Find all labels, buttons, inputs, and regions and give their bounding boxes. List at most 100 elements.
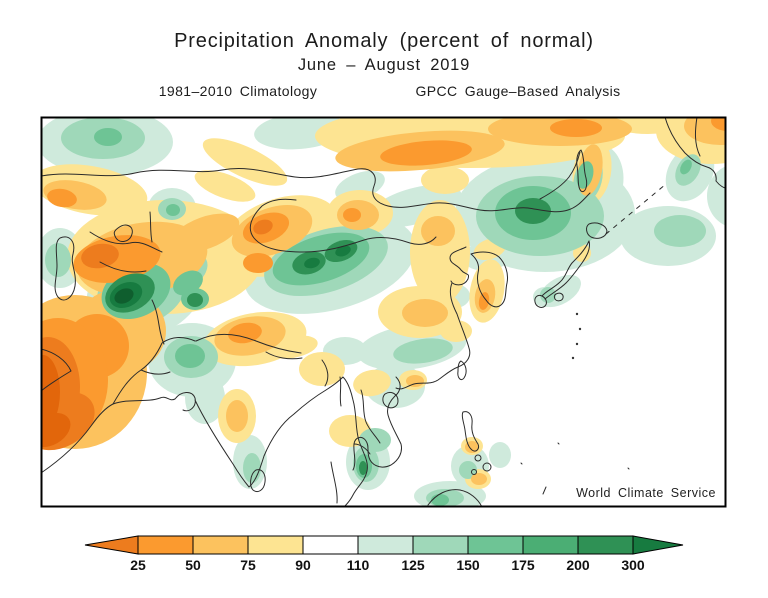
colorbar-tick-label: 110 bbox=[347, 557, 370, 573]
anomaly-blob bbox=[353, 369, 391, 397]
colorbar-tick-label: 50 bbox=[185, 557, 201, 573]
indochina-coast bbox=[352, 376, 402, 471]
anomaly-blob bbox=[81, 243, 119, 269]
anomaly-blob bbox=[94, 128, 122, 146]
luzon-island bbox=[461, 411, 479, 452]
colorbar-segment bbox=[302, 535, 359, 555]
okhotsk-kamchatka-coast bbox=[539, 118, 725, 200]
anomaly-blob bbox=[421, 166, 469, 194]
colorbar-segment bbox=[137, 535, 194, 555]
anomaly-blob bbox=[166, 204, 180, 216]
kuril-islands bbox=[605, 183, 667, 235]
anomaly-blob bbox=[711, 118, 725, 131]
arabia-oman-coast bbox=[42, 403, 114, 473]
anomaly-blob bbox=[335, 245, 351, 257]
anomaly-blob bbox=[471, 473, 487, 485]
colorbar-left-arrow bbox=[84, 535, 139, 555]
anomaly-blob bbox=[431, 494, 449, 506]
anomaly-blob bbox=[243, 453, 261, 483]
sumatra-hint bbox=[330, 461, 338, 504]
anomaly-blob bbox=[243, 253, 273, 273]
map-frame bbox=[40, 116, 727, 508]
anomaly-blob bbox=[393, 338, 453, 364]
anomaly-blob bbox=[253, 219, 273, 235]
borneo-coast bbox=[427, 489, 483, 506]
anomaly-blob bbox=[42, 412, 71, 448]
colorbar-tick-label: 90 bbox=[295, 557, 311, 573]
anomaly-blob bbox=[680, 159, 692, 175]
ryukyu-islands bbox=[571, 312, 582, 360]
analysis-source-label: GPCC Gauge–Based Analysis bbox=[415, 83, 621, 99]
anomaly-blob bbox=[402, 299, 448, 327]
anomaly-blob bbox=[489, 442, 511, 468]
colorbar: 25 50 75 90 110 125 150 175 200 300 bbox=[84, 535, 684, 573]
anomaly-blob bbox=[202, 138, 288, 186]
indochina-borders bbox=[353, 389, 381, 455]
anomaly-blob bbox=[465, 441, 479, 453]
colorbar-segment bbox=[247, 535, 304, 555]
anomaly-blob bbox=[185, 372, 225, 424]
honshu bbox=[541, 240, 590, 300]
colorbar-segment bbox=[577, 535, 634, 555]
anomaly-blob bbox=[175, 344, 205, 368]
india-north-border bbox=[195, 333, 342, 407]
minor-island-marks bbox=[520, 442, 630, 495]
anomaly-blob bbox=[406, 375, 424, 387]
anomaly-blob bbox=[707, 166, 725, 226]
palawan-island bbox=[471, 469, 477, 475]
mindanao-island bbox=[482, 462, 492, 472]
kyushu bbox=[534, 294, 547, 308]
south-asia-coast bbox=[112, 376, 368, 506]
anomaly-blob bbox=[478, 292, 490, 310]
anomaly-blob bbox=[550, 119, 602, 137]
climatology-label: 1981–2010 Climatology bbox=[158, 83, 318, 99]
hainan-island bbox=[382, 391, 399, 409]
anomaly-blob bbox=[226, 400, 248, 432]
korea-peninsula bbox=[470, 251, 508, 308]
colorbar-segment bbox=[192, 535, 249, 555]
colorbar-tick-label: 150 bbox=[456, 557, 480, 573]
colorbar-segment bbox=[357, 535, 414, 555]
anomaly-blob bbox=[380, 140, 472, 166]
colorbar-right-arrow bbox=[632, 535, 684, 555]
caspian-sea bbox=[54, 236, 76, 301]
anomaly-blob bbox=[654, 215, 706, 247]
anomaly-blob bbox=[359, 428, 391, 452]
hokkaido bbox=[586, 222, 608, 239]
sakhalin bbox=[576, 149, 588, 193]
anomaly-contour-layer bbox=[42, 118, 725, 506]
colorbar-tick-label: 25 bbox=[130, 557, 146, 573]
anomaly-blob bbox=[299, 352, 345, 386]
anomaly-blob bbox=[304, 257, 320, 269]
page-title: Precipitation Anomaly (percent of normal… bbox=[174, 30, 594, 52]
colorbar-tick-label: 300 bbox=[621, 557, 645, 573]
afghan-pak-borders bbox=[112, 337, 196, 405]
sri-lanka bbox=[250, 469, 266, 493]
anomaly-blob bbox=[47, 188, 77, 208]
anomaly-blob bbox=[187, 293, 203, 307]
central-asia-borders bbox=[89, 211, 165, 345]
anomaly-blob bbox=[440, 320, 472, 342]
watermark-text: World Climate Service bbox=[576, 486, 716, 500]
anomaly-blob bbox=[170, 213, 240, 253]
anomaly-blob bbox=[194, 170, 256, 202]
russia-kazakh-border bbox=[42, 168, 591, 213]
anomaly-blob bbox=[540, 287, 556, 303]
anomaly-blob bbox=[228, 322, 262, 344]
colorbar-segment bbox=[522, 535, 579, 555]
anomaly-blob bbox=[515, 198, 551, 224]
mongolia-border bbox=[249, 198, 437, 253]
anomaly-blob bbox=[42, 355, 60, 429]
colorbar-tick-label: 75 bbox=[240, 557, 256, 573]
anomaly-blob bbox=[359, 461, 367, 475]
anomaly-blob bbox=[421, 216, 455, 246]
colorbar-tick-label: 200 bbox=[566, 557, 590, 573]
anomaly-blob bbox=[45, 243, 71, 277]
colorbar-segment bbox=[412, 535, 469, 555]
coastline-border-layer bbox=[42, 118, 725, 506]
anomaly-blob bbox=[343, 208, 361, 222]
colorbar-segment bbox=[467, 535, 524, 555]
colorbar-tick-label: 175 bbox=[511, 557, 535, 573]
